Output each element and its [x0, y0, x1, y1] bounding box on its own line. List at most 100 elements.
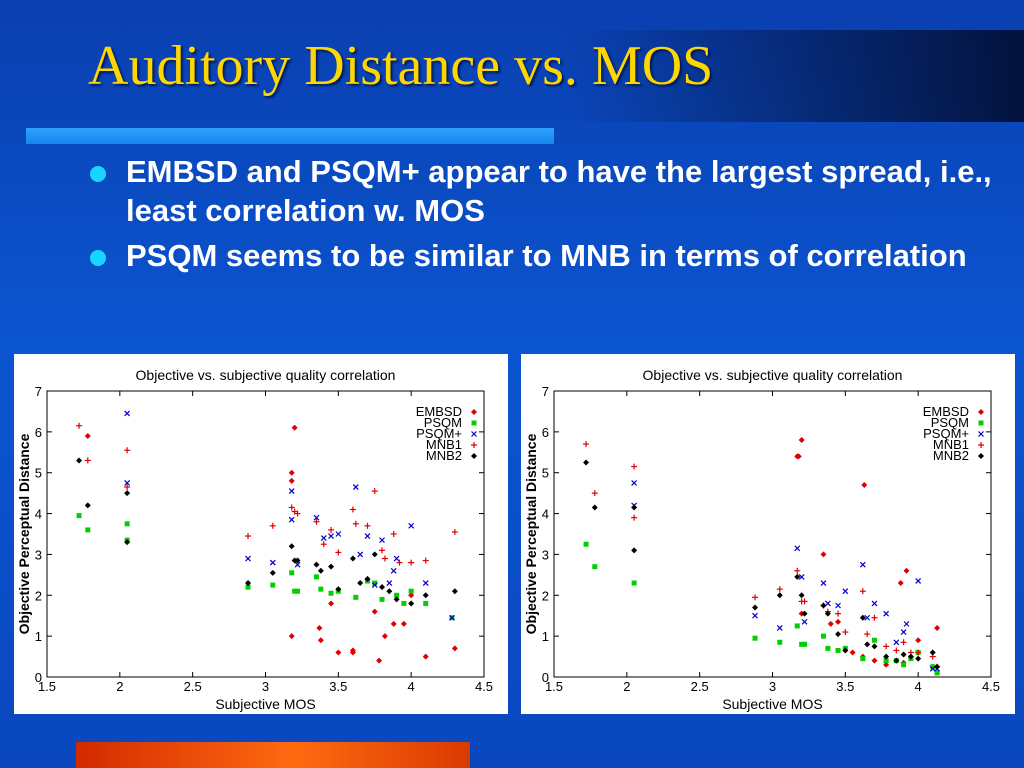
point-mnb1: [864, 631, 871, 638]
point-mnb1: [288, 504, 295, 511]
point-mnb2: [776, 592, 783, 599]
point-psqmplus: [371, 582, 378, 588]
point-mnb2: [313, 561, 320, 568]
x-axis-label: Subjective MOS: [215, 696, 315, 712]
point-mnb1: [915, 649, 922, 656]
x-tick-label: 2.5: [691, 679, 709, 694]
point-psqm: [124, 521, 130, 527]
point-psqmplus: [357, 551, 364, 558]
point-psqmplus: [449, 614, 455, 621]
point-mnb1: [752, 594, 759, 601]
point-mnb1: [801, 598, 808, 605]
point-mnb1: [583, 441, 590, 448]
point-psqmplus: [871, 600, 878, 607]
point-mnb2: [294, 557, 301, 564]
bullet-text: PSQM seems to be similar to MNB in terms…: [126, 238, 967, 273]
point-mnb2: [871, 643, 878, 650]
point-psqmplus: [776, 625, 783, 631]
point-mnb2: [245, 580, 252, 587]
point-psqmplus: [288, 516, 295, 523]
point-mnb2: [84, 502, 91, 509]
point-mnb1: [371, 488, 378, 495]
point-embsd: [288, 633, 295, 640]
legend-marker-mnb2: [471, 453, 477, 459]
point-embsd: [335, 649, 342, 656]
point-psqmplus: [794, 545, 801, 552]
point-embsd: [316, 624, 323, 631]
point-mnb1: [893, 647, 900, 654]
point-psqmplus: [320, 535, 327, 542]
point-embsd: [835, 618, 842, 625]
point-mnb2: [900, 651, 907, 658]
point-embsd: [328, 600, 335, 607]
point-mnb2: [269, 569, 276, 576]
chart-panel-right: Objective vs. subjective quality correla…: [521, 354, 1015, 714]
point-psqmplus: [798, 573, 805, 580]
x-axis-label: Subjective MOS: [722, 696, 822, 712]
point-mnb2: [357, 580, 364, 587]
point-embsd: [883, 661, 890, 668]
legend-marker-psqm: [471, 420, 477, 426]
point-mnb2: [883, 653, 890, 660]
point-mnb1: [631, 463, 638, 470]
point-psqm: [825, 645, 831, 651]
point-mnb1: [776, 586, 783, 593]
title-band: [0, 30, 1024, 122]
legend-marker-embsd: [471, 409, 477, 415]
y-tick-label: 2: [35, 588, 42, 603]
point-mnb1: [349, 506, 356, 513]
point-mnb1: [381, 555, 388, 562]
point-mnb1: [335, 549, 342, 556]
scatter-chart-left: Objective vs. subjective quality correla…: [16, 367, 493, 712]
legend-label-mnb2: MNB2: [933, 448, 969, 463]
point-mnb1: [269, 522, 276, 529]
y-tick-label: 6: [542, 425, 549, 440]
point-psqmplus: [864, 614, 871, 621]
point-psqmplus: [752, 612, 758, 619]
point-psqm: [295, 588, 301, 594]
point-psqmplus: [801, 618, 808, 625]
point-mnb2: [335, 586, 342, 593]
point-mnb2: [408, 600, 415, 607]
point-mnb2: [752, 604, 759, 611]
point-mnb1: [631, 514, 638, 521]
point-mnb2: [907, 653, 914, 660]
point-psqm: [934, 670, 940, 676]
bullet-dot-icon: [90, 250, 106, 266]
point-mnb1: [320, 541, 327, 548]
point-mnb1: [859, 588, 866, 595]
x-tick-label: 1.5: [38, 679, 56, 694]
point-mnb1: [328, 526, 335, 533]
y-tick-label: 4: [542, 507, 549, 522]
point-mnb2: [824, 610, 831, 617]
point-psqmplus: [842, 588, 849, 595]
point-psqm: [794, 623, 800, 629]
point-mnb2: [451, 588, 458, 595]
scatter-chart-right: Objective vs. subjective quality correla…: [523, 367, 1000, 712]
point-psqm: [631, 580, 637, 586]
point-mnb2: [76, 457, 83, 464]
legend-marker-mnb2: [978, 453, 984, 459]
chart-title: Objective vs. subjective quality correla…: [136, 367, 396, 383]
point-mnb1: [390, 531, 397, 537]
point-mnb1: [835, 610, 842, 617]
point-psqm: [353, 594, 359, 600]
y-tick-label: 1: [542, 629, 549, 644]
point-mnb1: [451, 528, 458, 535]
x-tick-label: 2.5: [184, 679, 202, 694]
point-mnb2: [288, 543, 295, 550]
y-tick-label: 7: [542, 384, 549, 399]
point-mnb1: [422, 557, 429, 564]
point-psqm: [394, 592, 400, 598]
legend-marker-psqmplus: [978, 431, 984, 437]
x-tick-label: 2: [623, 679, 630, 694]
point-mnb2: [386, 588, 393, 595]
point-psqm: [583, 541, 589, 547]
title-underline: [26, 128, 554, 144]
point-embsd: [827, 620, 834, 627]
point-psqm: [820, 633, 826, 639]
point-mnb1: [871, 614, 878, 621]
x-tick-label: 1.5: [545, 679, 563, 694]
point-psqm: [802, 641, 808, 647]
point-mnb2: [631, 547, 638, 554]
